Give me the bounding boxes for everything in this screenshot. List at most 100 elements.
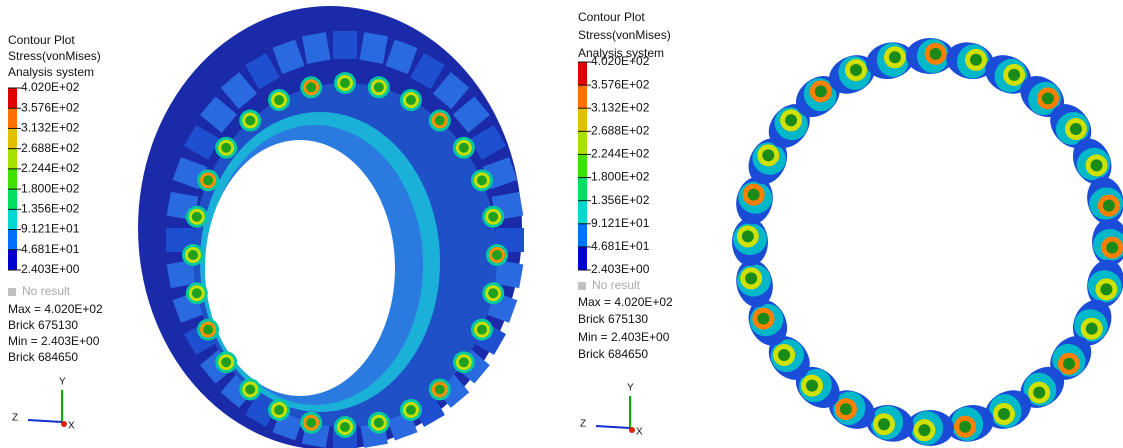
no-result: No result [22,284,71,298]
legend-title: Analysis system [8,65,94,79]
legend-level: 3.132E+02 [591,100,650,114]
roller-core [748,189,760,201]
axis-z [28,420,62,422]
axis-x-label: X [68,421,75,432]
ball-core [274,405,284,415]
legend-swatch [578,154,587,177]
roller-core [1100,283,1112,295]
legend: Contour Plot Stress(vonMises) Analysis sys… [8,33,103,431]
ball-core [274,95,284,105]
roller-core [998,408,1010,420]
legend-stat: Min = 2.403E+00 [8,334,100,348]
ball-core [221,143,231,153]
roller-core [878,418,890,430]
legend-level: 3.132E+02 [21,121,80,135]
roller-core [742,230,754,242]
legend-stat: Brick 684650 [578,347,648,361]
legend-level: 3.576E+02 [21,100,80,114]
no-result: No result [592,278,641,292]
legend-level: 4.681E+01 [21,242,80,256]
ball-core [340,422,350,432]
legend-swatch [8,88,17,108]
axis-z-label: Z [12,413,18,424]
ball-core [306,418,316,428]
legend-level: 1.800E+02 [591,170,650,184]
legend-swatch [578,108,587,131]
legend-swatch [578,62,587,85]
roller-core [806,380,818,392]
ball-core [245,384,255,394]
legend-swatch [578,131,587,154]
legend-stat: Min = 2.403E+00 [578,330,670,344]
legend-swatch [578,178,587,201]
roller-core [785,114,797,126]
roller-core [762,149,774,161]
axis-x [629,427,635,433]
legend-swatch [8,128,17,148]
roller-core [1008,69,1020,81]
roller-core [1086,323,1098,335]
legend-title: Stress(vonMises) [578,28,671,42]
screenshot: Contour Plot Stress(vonMises) Analysis sys… [0,0,1123,448]
ball-core [406,405,416,415]
legend-swatch [578,224,587,247]
ball-core [221,357,231,367]
roller-core [1042,92,1054,104]
legend-stat: Max = 4.020E+02 [578,295,673,309]
legend-level: 1.800E+02 [21,181,80,195]
roller-core [745,272,757,284]
roller-core [815,85,827,97]
ball-core [459,357,469,367]
legend-swatch [578,201,587,224]
legend-level: 9.121E+01 [591,216,650,230]
ball-core [340,78,350,88]
axis-x [61,421,67,427]
roller-core [1103,200,1115,212]
legend-level: 3.576E+02 [591,77,650,91]
legend-swatch [578,247,587,270]
roller-core [1091,159,1103,171]
legend-level: 2.688E+02 [21,141,80,155]
roller-core [930,48,942,60]
legend-level: 2.403E+00 [591,262,650,276]
roller-core [970,54,982,66]
legend-swatch [8,169,17,189]
legend-swatch [8,209,17,229]
ball-core [192,288,202,298]
no-result-swatch [578,282,586,290]
roller-core [1106,242,1118,254]
no-result-swatch [8,288,16,296]
ball-core [203,325,213,335]
ball-core [477,175,487,185]
axis-z-label: Z [580,419,586,430]
ball-core [203,175,213,185]
legend-level: 2.403E+00 [21,262,80,276]
ball-core [488,288,498,298]
ball-core [435,384,445,394]
legend-swatch [8,189,17,209]
legend-level: 4.020E+02 [591,54,650,68]
legend-stat: Brick 675130 [8,318,78,332]
page: Contour Plot Stress(vonMises) Analysis sys… [0,0,1123,448]
ball-core [192,212,202,222]
legend-title: Contour Plot [8,33,75,47]
roller-core [1070,123,1082,135]
roller-core [757,313,769,325]
legend-swatch [8,250,17,270]
roller-core [778,349,790,361]
legend-stat: Max = 4.020E+02 [8,302,103,316]
ball-core [245,116,255,126]
roller-core [1063,358,1075,370]
legend-level: 2.244E+02 [591,147,650,161]
ball-core [406,95,416,105]
legend-level: 2.244E+02 [21,161,80,175]
axis-x-label: X [636,427,643,438]
axis-z [596,426,630,428]
legend-level: 2.688E+02 [591,124,650,138]
ball-core [477,325,487,335]
roller-core [840,403,852,415]
legend-title: Stress(vonMises) [8,49,101,63]
ball-core [188,250,198,260]
housing-patch [302,32,330,64]
